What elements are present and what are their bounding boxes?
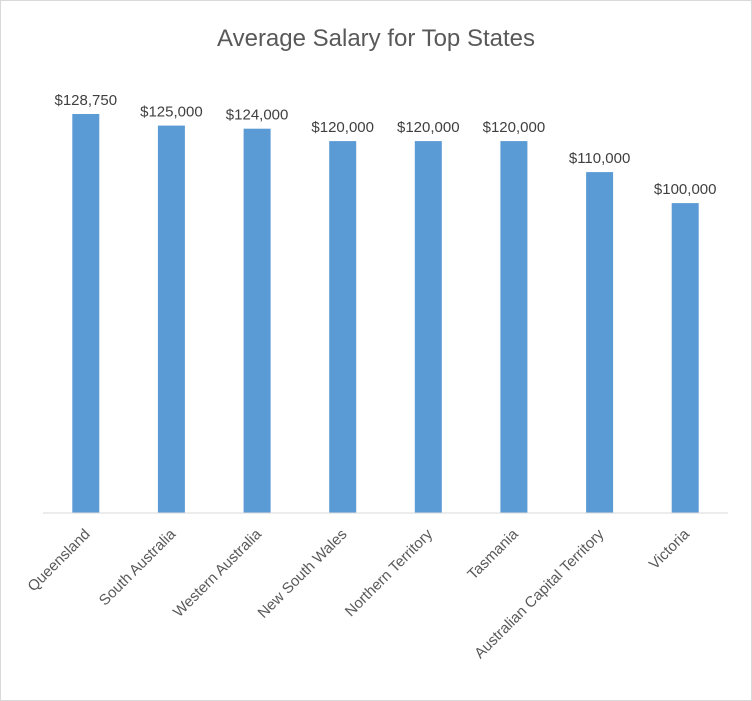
data-label: $125,000 [140, 104, 203, 121]
bar [72, 114, 100, 513]
category-label: Victoria [646, 525, 694, 573]
bar [586, 172, 614, 513]
bar [243, 128, 271, 513]
category-label: Tasmania [464, 525, 522, 583]
data-label: $120,000 [483, 119, 546, 136]
category-label: Northern Territory [342, 525, 437, 620]
category-label: Queensland [24, 526, 93, 595]
data-label: $124,000 [226, 107, 289, 124]
data-label: $110,000 [569, 150, 630, 167]
data-label: $100,000 [654, 181, 717, 198]
data-label: $128,750 [55, 92, 118, 109]
bar [500, 141, 528, 513]
category-label: South Australia [96, 525, 180, 609]
bar [329, 141, 357, 513]
bar [414, 141, 442, 513]
bars-group [72, 114, 699, 513]
data-label: $120,000 [397, 119, 460, 136]
category-label: Western Australia [170, 525, 265, 620]
data-labels-group: $128,750 $125,000 $124,000 $120,000 $120,000… [55, 92, 717, 198]
chart-title: Average Salary for Top States [217, 25, 535, 52]
category-label: New South Wales [255, 526, 351, 622]
data-label: $120,000 [311, 119, 374, 136]
bar [157, 125, 185, 513]
bar [671, 203, 699, 513]
